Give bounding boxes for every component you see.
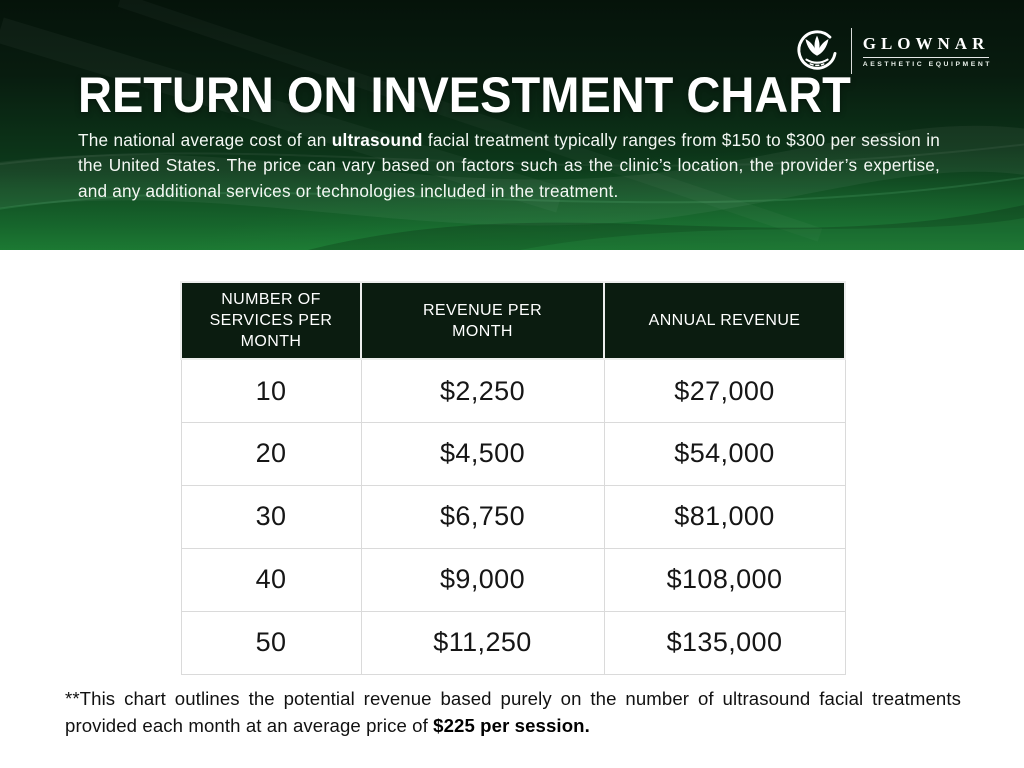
table-header-row: NUMBER OF SERVICES PER MONTH REVENUE PER… xyxy=(180,280,846,361)
brand-name: GLOWNAR xyxy=(862,34,990,58)
table-row: 50 $11,250 $135,000 xyxy=(180,610,846,675)
cell-annual-revenue: $135,000 xyxy=(603,610,846,675)
cell-monthly-revenue: $11,250 xyxy=(360,610,605,675)
page-title: RETURN ON INVESTMENT CHART xyxy=(78,67,851,123)
table-row: 30 $6,750 $81,000 xyxy=(180,484,846,549)
cell-annual-revenue: $108,000 xyxy=(603,547,846,612)
lotus-crescent-icon xyxy=(797,30,837,70)
footnote-text: **This chart outlines the potential reve… xyxy=(65,688,961,736)
cell-monthly-revenue: $2,250 xyxy=(360,358,605,423)
cell-services: 10 xyxy=(180,358,362,423)
cell-annual-revenue: $81,000 xyxy=(603,484,846,549)
cell-services: 20 xyxy=(180,421,362,486)
intro-paragraph: The national average cost of an ultrasou… xyxy=(78,128,940,204)
roi-table: NUMBER OF SERVICES PER MONTH REVENUE PER… xyxy=(180,280,846,675)
cell-services: 40 xyxy=(180,547,362,612)
column-header-services-per-month: NUMBER OF SERVICES PER MONTH xyxy=(180,280,362,361)
table-row: 40 $9,000 $108,000 xyxy=(180,547,846,612)
cell-annual-revenue: $54,000 xyxy=(603,421,846,486)
column-header-revenue-per-month: REVENUE PER MONTH xyxy=(360,280,605,361)
cell-services: 30 xyxy=(180,484,362,549)
table-row: 20 $4,500 $54,000 xyxy=(180,421,846,486)
hero-header: GLOWNAR AESTHETIC EQUIPMENT RETURN ON IN… xyxy=(0,0,1024,250)
cell-annual-revenue: $27,000 xyxy=(603,358,846,423)
brand-tagline: AESTHETIC EQUIPMENT xyxy=(862,61,992,68)
footnote: **This chart outlines the potential reve… xyxy=(65,686,961,739)
brand-text: GLOWNAR AESTHETIC EQUIPMENT xyxy=(862,34,992,68)
table-row: 10 $2,250 $27,000 xyxy=(180,358,846,423)
intro-text-bold: ultrasound xyxy=(331,130,423,150)
column-header-annual-revenue: ANNUAL REVENUE xyxy=(603,280,846,361)
brand-logo: GLOWNAR AESTHETIC EQUIPMENT xyxy=(794,28,992,74)
intro-text-start: The national average cost of an xyxy=(78,130,332,150)
cell-services: 50 xyxy=(180,610,362,675)
intro-text-end: facial treatment typically ranges from $… xyxy=(78,130,940,201)
footnote-bold: $225 per session. xyxy=(433,714,590,736)
logo-divider xyxy=(850,28,852,74)
cell-monthly-revenue: $4,500 xyxy=(360,421,605,486)
cell-monthly-revenue: $9,000 xyxy=(360,547,605,612)
wave-decoration xyxy=(0,0,1024,250)
cell-monthly-revenue: $6,750 xyxy=(360,484,605,549)
